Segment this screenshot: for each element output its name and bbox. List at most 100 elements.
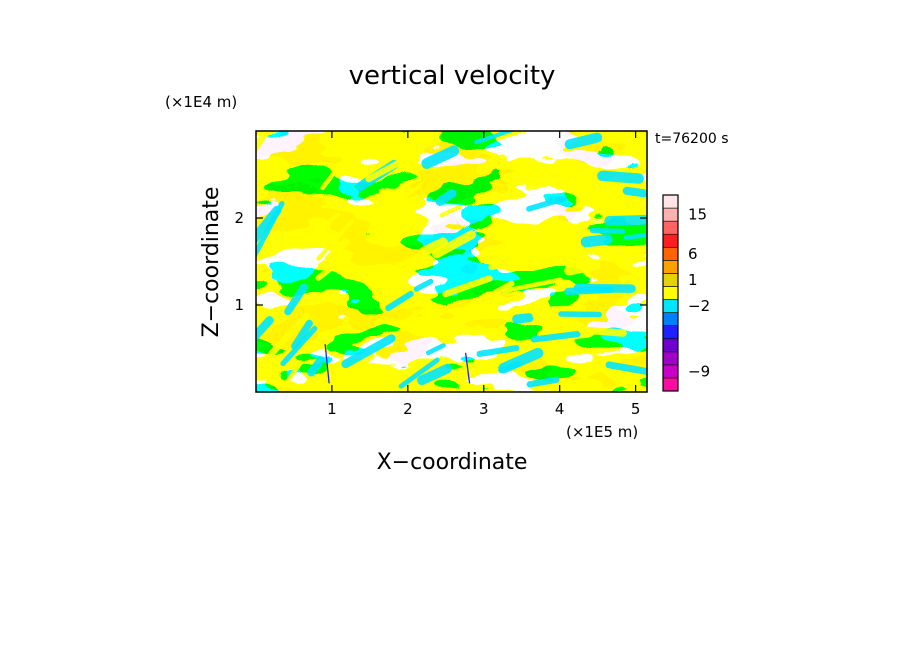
velocity-streak: [417, 363, 453, 386]
y-unit-label: (×1E4 m): [165, 93, 237, 111]
velocity-streak: [589, 227, 626, 235]
velocity-streak: [605, 361, 647, 378]
velocity-streak: [597, 170, 644, 184]
velocity-streak: [311, 212, 341, 236]
velocity-streak: [604, 214, 647, 226]
velocity-streak: [256, 131, 275, 153]
velocity-streak: [280, 325, 318, 367]
x-tick-label: 3: [479, 400, 489, 418]
velocity-streak: [385, 203, 408, 219]
velocity-streak: [512, 313, 534, 324]
colorbar-label: 15: [688, 206, 707, 224]
velocity-streak: [442, 275, 493, 298]
velocity-streak: [580, 234, 613, 248]
colorbar-level: [662, 312, 679, 326]
y-tick-label: 2: [234, 209, 244, 227]
velocity-streak: [324, 238, 350, 263]
colorbar-label: −9: [688, 362, 710, 380]
velocity-streak: [341, 334, 396, 369]
y-axis-label: Z−coordinate: [199, 187, 224, 338]
velocity-streak: [558, 311, 602, 318]
colorbar-level: [662, 351, 679, 366]
velocity-streak: [564, 260, 601, 276]
colorbar-level: [662, 299, 679, 313]
colorbar-frame: [662, 194, 679, 392]
colorbar-level: [662, 194, 679, 209]
chart-title: vertical velocity: [349, 61, 556, 91]
velocity-streak: [316, 363, 361, 392]
x-axis: 1 2 3 4 5: [327, 131, 640, 418]
velocity-streak: [316, 218, 354, 261]
velocity-streak: [526, 195, 568, 212]
velocity-streak: [526, 248, 568, 263]
velocity-streak: [315, 255, 347, 281]
time-label: t=76200 s: [655, 131, 729, 147]
colorbar-level: [662, 325, 679, 340]
velocity-streak: [291, 319, 313, 350]
velocity-streak: [378, 184, 421, 214]
colorbar-level: [662, 233, 679, 248]
colorbar-level: [662, 246, 679, 261]
velocity-streak: [476, 345, 520, 357]
velocity-streak: [268, 312, 310, 358]
velocity-streak: [256, 205, 282, 257]
velocity-streak: [307, 356, 325, 377]
colorbar-level: [662, 273, 679, 287]
velocity-streak: [386, 253, 422, 274]
colorbar-label: 6: [688, 245, 698, 263]
colorbar-level: [662, 260, 679, 274]
velocity-streak: [256, 200, 285, 258]
downdraft-mark: [464, 352, 471, 384]
plot-frame: [255, 130, 648, 393]
x-axis-label: X−coordinate: [377, 450, 528, 475]
y-tick-label: 1: [234, 296, 244, 314]
velocity-streak: [365, 149, 421, 183]
velocity-streak: [413, 278, 434, 292]
colorbar: −9 −2 1 6 15: [662, 194, 710, 392]
velocity-streak: [448, 354, 510, 380]
colorbar-label: −2: [688, 297, 710, 315]
velocity-streak: [421, 145, 460, 169]
colorbar-level: [662, 220, 679, 235]
velocity-streak: [532, 306, 556, 320]
colorbar-level: [662, 377, 679, 392]
velocity-streak: [281, 360, 303, 389]
velocity-streak: [435, 189, 457, 206]
velocity-streak: [578, 326, 627, 337]
velocity-streak: [525, 173, 581, 191]
velocity-streak: [573, 283, 636, 293]
velocity-streak: [399, 311, 419, 327]
colorbar-level: [662, 207, 679, 222]
velocity-streak: [564, 132, 603, 150]
velocity-streak: [385, 290, 414, 312]
velocity-field: [256, 131, 647, 392]
velocity-streak: [501, 277, 563, 294]
velocity-streaks: [256, 131, 647, 392]
velocity-streak: [526, 376, 560, 388]
velocity-streak: [320, 164, 341, 191]
velocity-streak: [509, 220, 555, 241]
colorbar-level: [662, 286, 679, 300]
x-tick-label: 4: [555, 400, 565, 418]
velocity-streak: [439, 205, 462, 218]
velocity-streak: [475, 154, 508, 176]
velocity-streak: [425, 343, 446, 356]
downdraft-mark: [324, 344, 330, 384]
velocity-streak: [632, 384, 647, 392]
velocity-streak: [284, 283, 308, 316]
plot-area: [256, 131, 647, 392]
x-tick-label: 5: [631, 400, 641, 418]
velocity-streak: [622, 186, 647, 198]
velocity-streak: [460, 280, 515, 314]
velocity-streak: [418, 237, 448, 257]
colorbar-level: [662, 338, 679, 353]
velocity-streak: [498, 347, 544, 374]
velocity-streak: [623, 233, 647, 240]
velocity-streak: [398, 357, 440, 389]
velocity-streak: [548, 305, 587, 313]
x-tick-label: 2: [403, 400, 413, 418]
y-axis: 12: [234, 209, 647, 314]
velocity-streak: [256, 316, 274, 350]
velocity-streak: [488, 260, 511, 271]
